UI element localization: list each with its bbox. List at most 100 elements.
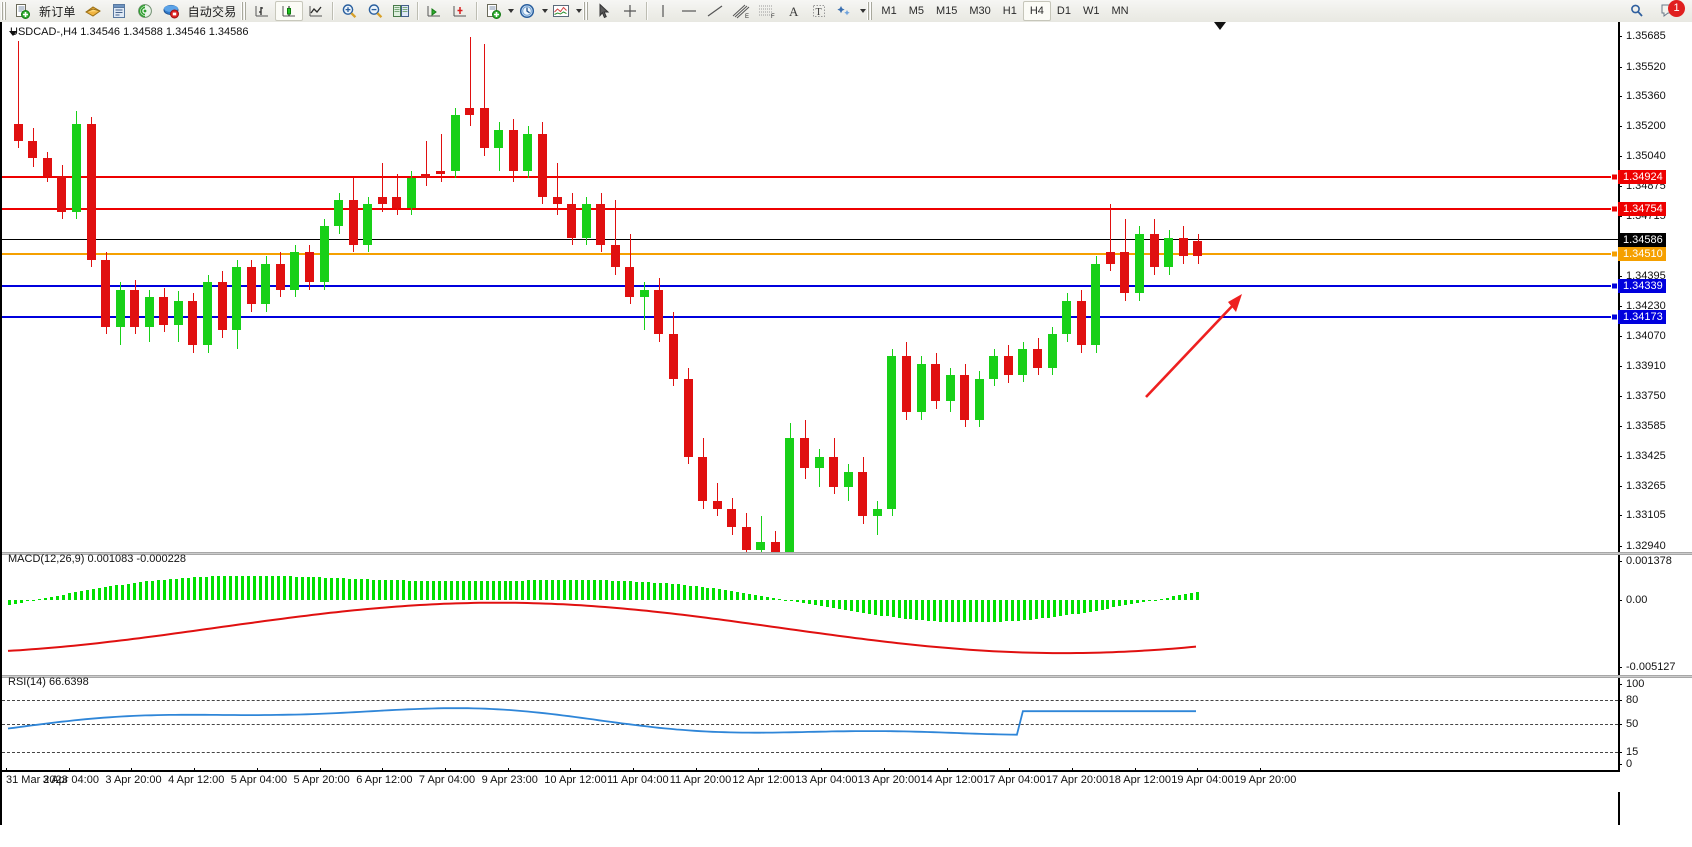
candle-wick (644, 282, 646, 331)
price-level-line-1.34586[interactable] (2, 239, 1618, 241)
toolbar-grip[interactable] (1, 2, 7, 20)
bar-chart-icon[interactable] (249, 1, 275, 21)
toolbar-grip-4[interactable] (867, 2, 874, 20)
timeframe-m30[interactable]: M30 (969, 5, 991, 17)
price-level-line-1.34754[interactable] (2, 207, 1618, 210)
candle-body (654, 289, 664, 335)
vertical-line-icon[interactable] (650, 1, 676, 21)
objects-icon[interactable] (832, 1, 858, 21)
price-level-handle[interactable] (1611, 250, 1618, 258)
zoom-out-icon[interactable] (362, 1, 388, 21)
equidistant-channel-icon[interactable]: E (728, 1, 754, 21)
macd-histogram-bar (616, 580, 620, 600)
price-level-line-1.34510[interactable] (2, 253, 1618, 256)
rsi-line (7, 707, 1196, 736)
price-pane[interactable] (2, 22, 1618, 554)
macd-histogram-bar (181, 578, 185, 600)
text-icon[interactable]: A (780, 1, 806, 21)
macd-histogram-bar (187, 577, 191, 600)
cursor-icon[interactable] (591, 1, 617, 21)
chevron-down-icon-period[interactable] (542, 9, 549, 13)
candle-body (858, 471, 868, 517)
candle-body (698, 456, 708, 502)
toolbar-grip-2[interactable] (241, 2, 248, 20)
macd-pane[interactable] (2, 555, 1618, 677)
chart-menu-arrow-icon[interactable] (9, 31, 17, 36)
price-tick-label: 1.35040 (1626, 149, 1666, 162)
candle-body (101, 259, 111, 327)
candle-body (304, 252, 314, 283)
period-icon[interactable] (514, 1, 540, 21)
macd-histogram-bar (73, 592, 77, 600)
macd-histogram-bar (509, 580, 513, 600)
macd-histogram-bar (939, 600, 943, 622)
autotrading-label[interactable]: 自动交易 (187, 4, 237, 19)
macd-histogram-bar (264, 575, 268, 600)
macd-histogram-bar (85, 590, 89, 600)
market-icon[interactable] (158, 1, 184, 21)
crosshair-icon[interactable] (617, 1, 643, 21)
autoscroll-icon[interactable] (421, 1, 447, 21)
new-order-icon[interactable] (9, 1, 35, 21)
price-level-handle[interactable] (1611, 205, 1618, 213)
price-level-line-1.34339[interactable] (2, 285, 1618, 288)
price-tick (1618, 155, 1622, 157)
expert-advisor-icon[interactable] (80, 1, 106, 21)
zoom-in-icon[interactable] (336, 1, 362, 21)
templates-icon[interactable] (548, 1, 574, 21)
candlestick-icon[interactable] (275, 1, 304, 21)
toolbar-separator-2 (417, 2, 419, 20)
price-level-handle[interactable] (1611, 173, 1618, 181)
time-axis-tick (695, 768, 697, 772)
price-level-tag: 1.34510 (1618, 247, 1666, 262)
macd-histogram-bar (384, 579, 388, 600)
chevron-down-icon-templates[interactable] (576, 9, 583, 13)
chart-shift-icon[interactable] (447, 1, 473, 21)
signals-icon[interactable] (132, 1, 158, 21)
timeframe-h4[interactable]: H4 (1022, 1, 1051, 21)
timeframe-d1[interactable]: D1 (1056, 5, 1071, 17)
notification-icon[interactable]: 1 (1654, 0, 1685, 21)
timeframe-m5[interactable]: M5 (908, 5, 924, 17)
price-level-line-1.34173[interactable] (2, 315, 1618, 318)
tile-windows-icon[interactable] (388, 1, 414, 21)
search-icon[interactable] (1624, 1, 1650, 21)
candle-body (28, 140, 38, 158)
macd-histogram-bar (485, 580, 489, 600)
candle-body (887, 356, 897, 509)
macd-histogram-bar (222, 576, 226, 600)
timeframe-m1[interactable]: M1 (881, 5, 897, 17)
candle-wick (396, 174, 398, 216)
time-axis-tick (1134, 768, 1136, 772)
timeframe-h1[interactable]: H1 (1002, 5, 1017, 17)
current-price-tag: 1.34586 (1618, 233, 1666, 248)
chevron-down-icon-indicators[interactable] (508, 9, 515, 13)
macd-histogram-bar (819, 600, 823, 607)
macd-histogram-bar (169, 579, 173, 600)
macd-histogram-bar (1196, 592, 1200, 600)
label-icon[interactable]: T (806, 1, 832, 21)
horizontal-line-icon[interactable] (676, 1, 702, 21)
price-level-handle[interactable] (1611, 282, 1618, 290)
candle-body (625, 267, 635, 298)
toolbar-grip-3[interactable] (583, 2, 590, 20)
timeframe-m15[interactable]: M15 (935, 5, 958, 17)
time-axis-tick (507, 768, 509, 772)
timeframe-mn[interactable]: MN (1111, 5, 1129, 17)
chevron-down-icon-objects[interactable] (860, 9, 867, 13)
fibonacci-icon[interactable]: F (754, 1, 780, 21)
timeframe-w1[interactable]: W1 (1082, 5, 1100, 17)
rsi-pane-divider (2, 675, 1692, 678)
macd-histogram-bar (1190, 593, 1194, 600)
trendline-icon[interactable] (702, 1, 728, 21)
macd-histogram-bar (282, 576, 286, 600)
chart-area[interactable]: USDCAD-,H4 1.34546 1.34588 1.34546 1.345… (0, 22, 1692, 825)
price-level-line-1.34924[interactable] (2, 176, 1618, 179)
line-chart-icon[interactable] (303, 1, 329, 21)
price-level-handle[interactable] (1611, 313, 1618, 321)
candle-body (290, 252, 300, 290)
macd-histogram-bar (49, 596, 53, 600)
new-order-label[interactable]: 新订单 (39, 4, 76, 19)
indicators-icon[interactable] (480, 1, 506, 21)
data-window-icon[interactable] (106, 1, 132, 21)
